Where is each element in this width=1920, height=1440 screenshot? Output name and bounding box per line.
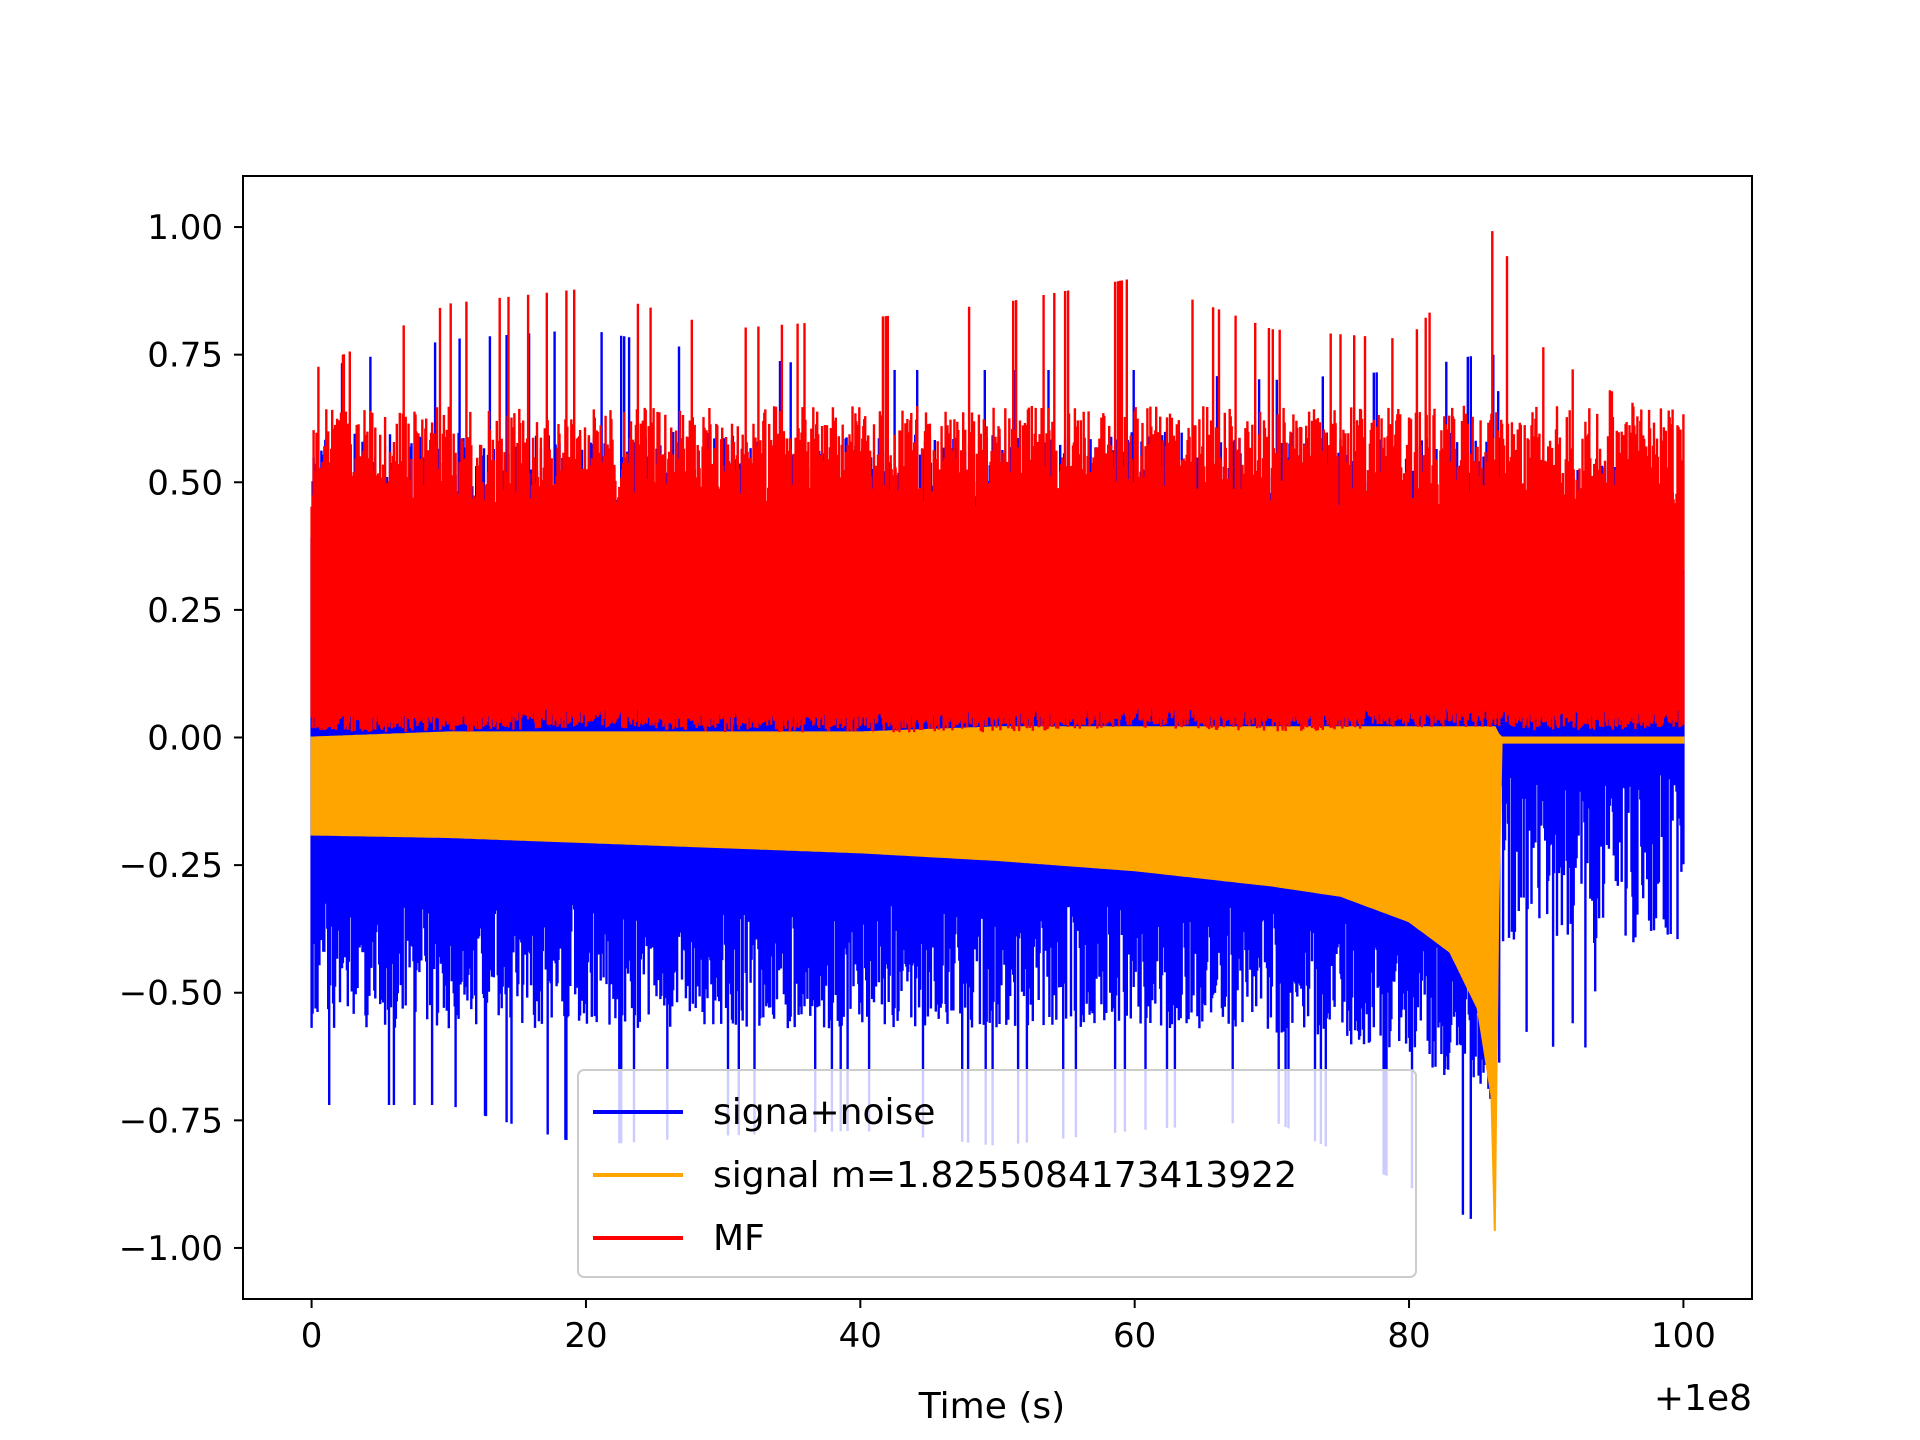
series-2 — [310, 231, 1685, 733]
legend-label: MF — [713, 1218, 765, 1259]
y-tick-label: −1.00 — [119, 1229, 223, 1269]
x-tick-label: 20 — [564, 1316, 607, 1356]
y-tick-label: −0.50 — [119, 974, 223, 1014]
legend: signa+noise signal m=1.8255084173413922 MF — [577, 1069, 1417, 1278]
series-line-2 — [310, 231, 1685, 733]
x-tick-label: 40 — [839, 1316, 882, 1356]
y-tick-label: 0.00 — [147, 719, 223, 759]
plot-area — [310, 231, 1685, 1231]
x-axis-label: Time (s) — [918, 1386, 1065, 1427]
y-tick-label: 0.75 — [147, 336, 223, 376]
x-tick-label: 100 — [1651, 1316, 1716, 1356]
y-tick-label: 1.00 — [147, 208, 223, 248]
x-tick-label: 80 — [1387, 1316, 1430, 1356]
y-tick-label: 0.50 — [147, 463, 223, 503]
y-tick-label: −0.25 — [119, 846, 223, 886]
x-tick-label: 0 — [301, 1316, 323, 1356]
legend-label: signal m=1.8255084173413922 — [713, 1155, 1297, 1196]
y-tick-label: 0.25 — [147, 591, 223, 631]
x-tick-label: 60 — [1113, 1316, 1156, 1356]
series-1 — [310, 726, 1685, 1231]
legend-label: signa+noise — [713, 1092, 935, 1133]
y-tick-label: −0.75 — [119, 1101, 223, 1141]
legend-box — [577, 1069, 1417, 1278]
x-axis-offset-label: +1e8 — [1654, 1378, 1752, 1419]
series-signal-band — [310, 726, 1685, 1231]
